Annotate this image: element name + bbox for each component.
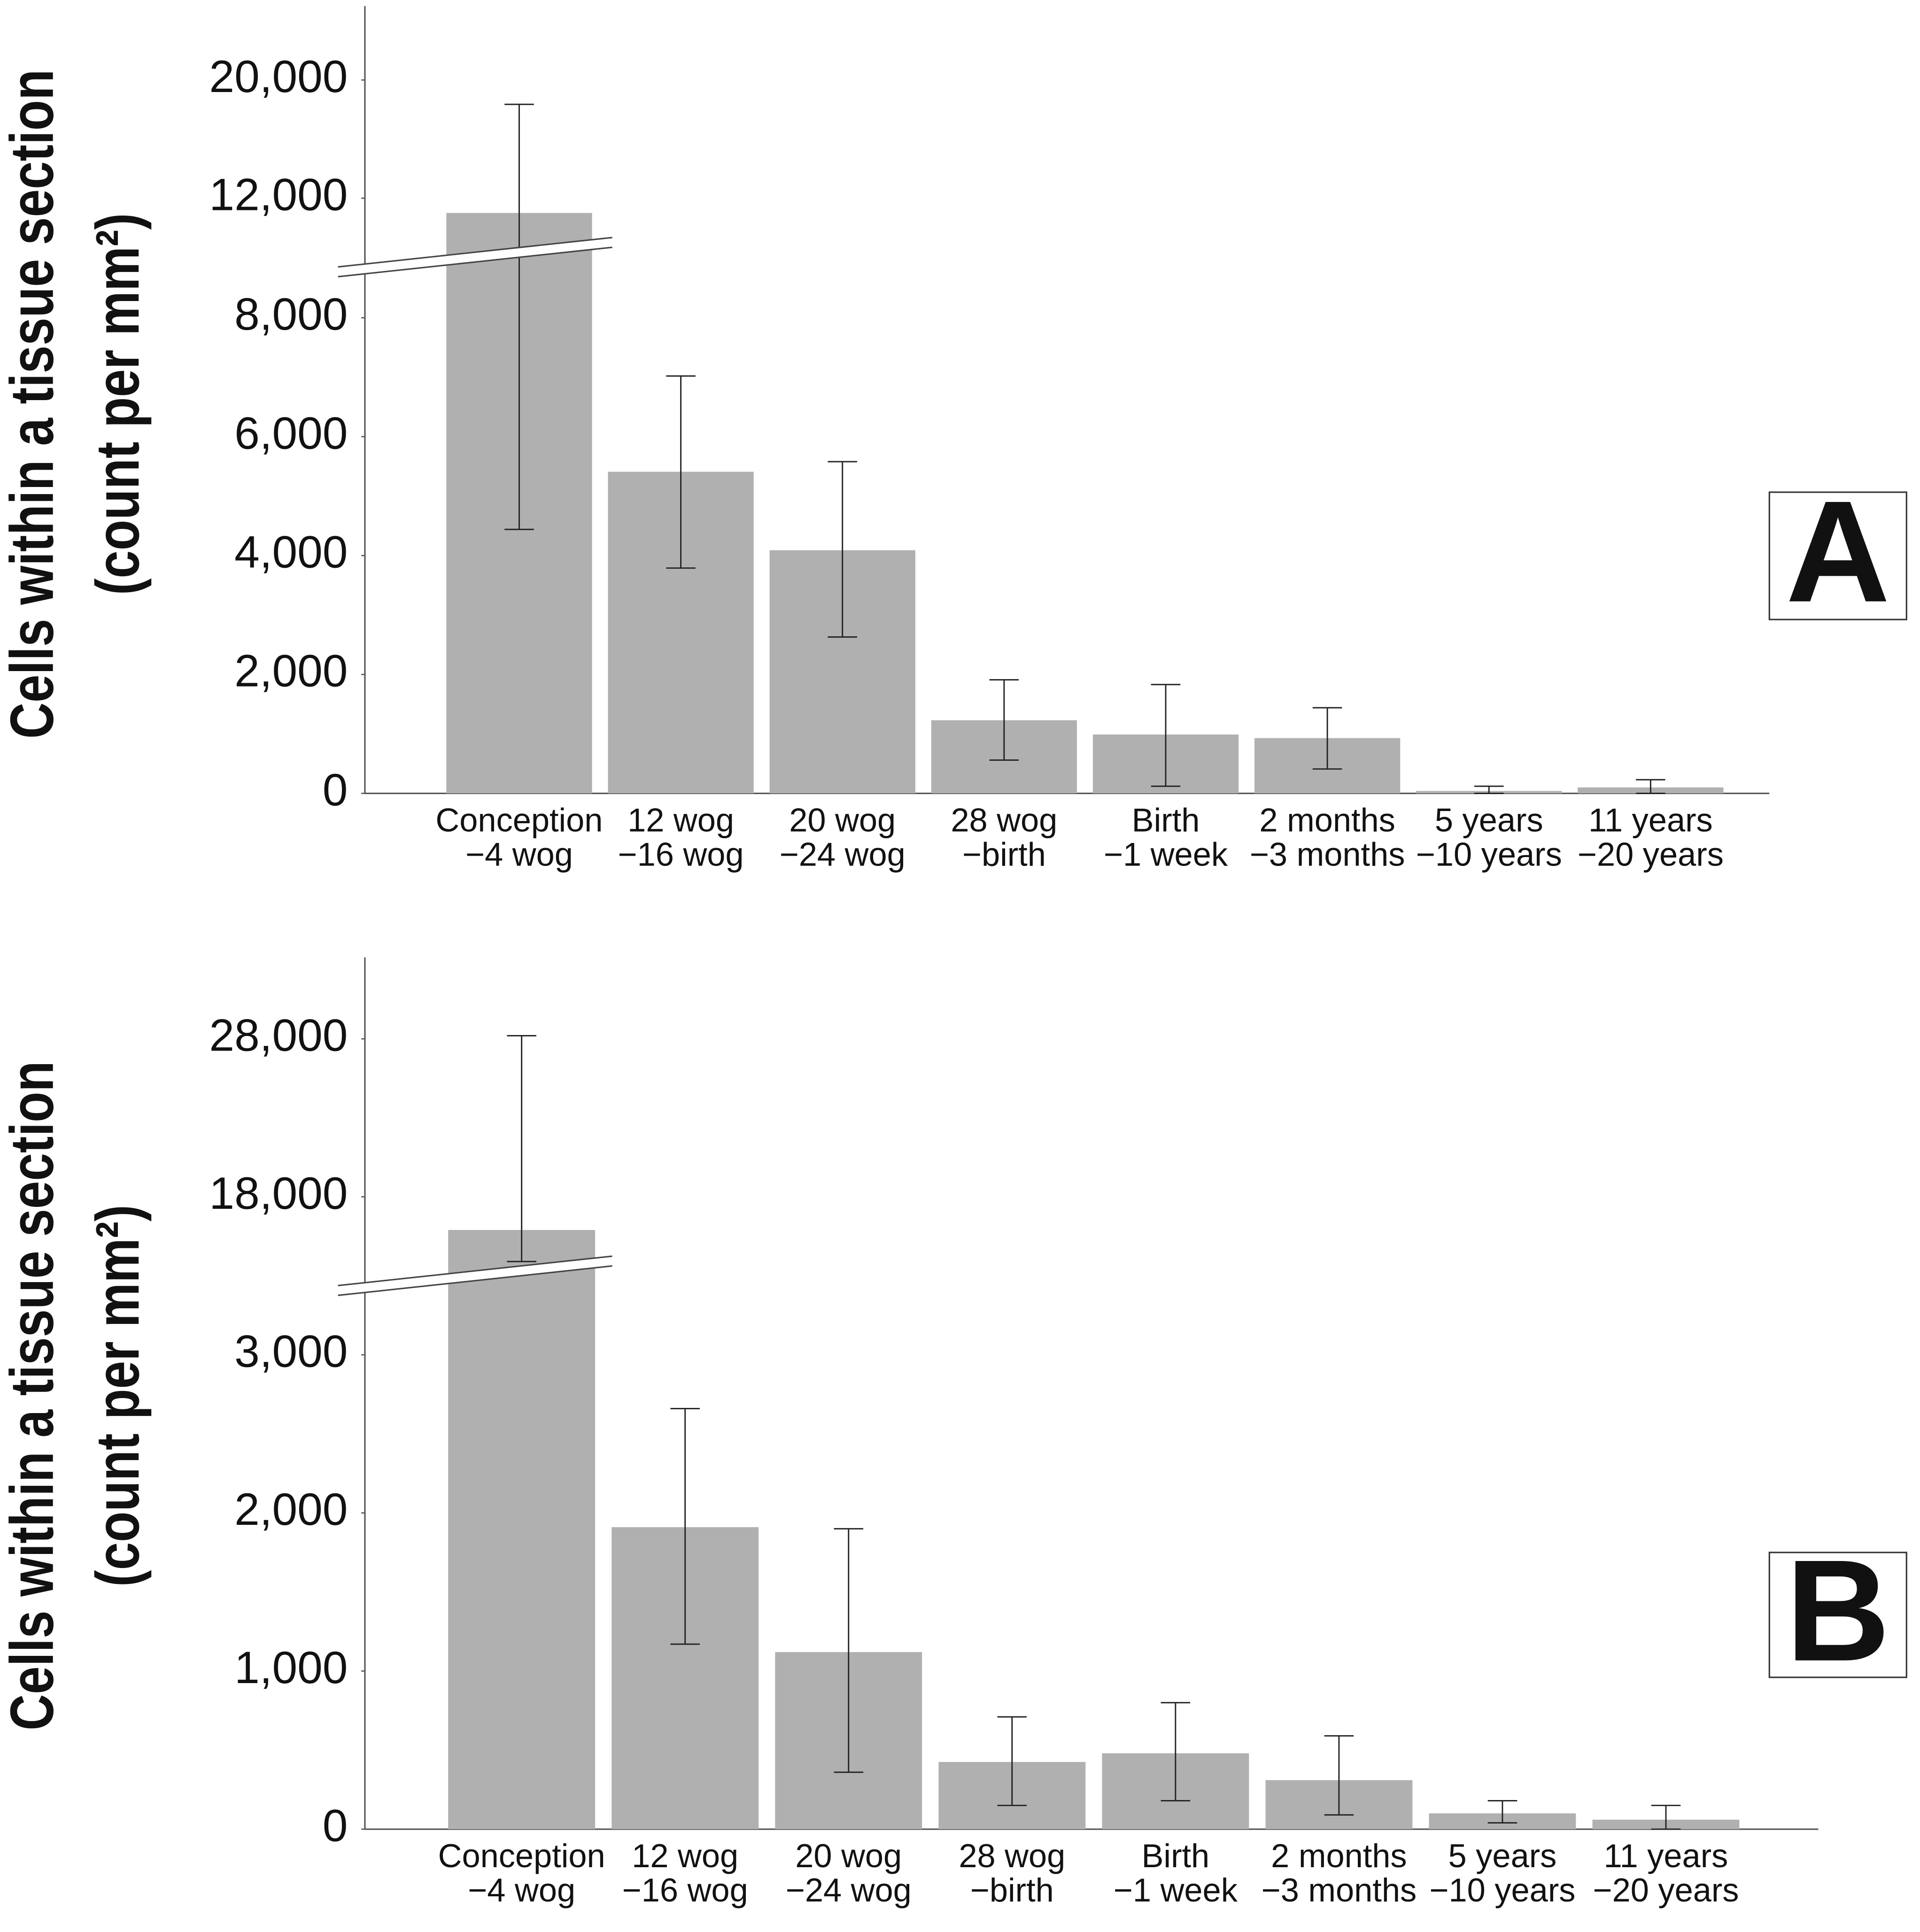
x-tick-label: Conception xyxy=(438,1837,605,1874)
x-tick-label: −4 wog xyxy=(468,1871,575,1909)
y-axis-title-line: Cells within a tissue section xyxy=(0,70,66,739)
x-tick-label: Birth xyxy=(1132,802,1200,839)
y-axis-title: Cells within a tissue section (count per … xyxy=(0,1061,152,1730)
y-tick-label: 3,000 xyxy=(234,1326,348,1376)
y-axis-title: Cells within a tissue section (count per … xyxy=(0,70,152,739)
y-tick-label: 28,000 xyxy=(209,1011,348,1061)
x-tick-label: −birth xyxy=(970,1871,1054,1909)
y-tick-label: 6,000 xyxy=(234,408,348,458)
x-tick-label: −24 wog xyxy=(780,836,906,873)
y-axis-title-line: (count per mm²) xyxy=(84,1205,152,1586)
x-tick-label: −birth xyxy=(962,836,1046,873)
y-tick-label: 2,000 xyxy=(234,646,348,696)
x-tick-label: Birth xyxy=(1141,1837,1209,1874)
panel-label-box xyxy=(1768,1552,1907,1678)
panel-label: A xyxy=(1786,471,1890,633)
y-tick-label: 8,000 xyxy=(234,289,348,340)
x-tick-label: 5 years xyxy=(1448,1837,1557,1874)
y-tick-label: 20,000 xyxy=(209,52,348,102)
axis-break-line xyxy=(338,247,612,278)
y-tick-label: 12,000 xyxy=(209,170,348,220)
y-tick-label: 2,000 xyxy=(234,1484,348,1535)
x-tick-label: 28 wog xyxy=(951,802,1057,839)
x-tick-label: 2 months xyxy=(1271,1837,1407,1874)
x-tick-label: 11 years xyxy=(1604,1837,1728,1874)
y-axis-title-line: (count per mm²) xyxy=(84,213,152,595)
x-tick-label: 20 wog xyxy=(789,802,896,839)
axis-break-line xyxy=(338,1265,612,1296)
y-axis-title-line: Cells within a tissue section xyxy=(0,1061,66,1730)
y-tick-label: 4,000 xyxy=(234,527,348,578)
x-tick-label: −1 week xyxy=(1104,836,1228,873)
x-tick-label: −4 wog xyxy=(465,836,573,873)
x-tick-label: 28 wog xyxy=(959,1837,1065,1874)
x-tick-label: −20 years xyxy=(1593,1871,1739,1909)
x-tick-label: 12 wog xyxy=(627,802,734,839)
y-tick-label: 0 xyxy=(323,1801,348,1851)
x-tick-label: −1 week xyxy=(1114,1871,1238,1909)
panel-label-box xyxy=(1768,491,1907,620)
panel-label: B xyxy=(1786,1530,1890,1692)
axis-break-line xyxy=(338,1255,612,1287)
bar xyxy=(448,1230,596,1830)
x-tick-label: 11 years xyxy=(1588,802,1713,839)
y-tick-label: 1,000 xyxy=(234,1643,348,1693)
x-tick-label: −3 months xyxy=(1250,836,1405,873)
x-tick-label: −16 wog xyxy=(618,836,744,873)
y-tick-label: 0 xyxy=(323,765,348,815)
x-tick-label: 2 months xyxy=(1259,802,1395,839)
x-tick-label: 12 wog xyxy=(632,1837,738,1874)
x-tick-label: −16 wog xyxy=(622,1871,748,1909)
x-tick-label: −20 years xyxy=(1578,836,1724,873)
axis-break-gap xyxy=(338,237,612,277)
axis-break-gap xyxy=(338,1256,612,1296)
x-tick-label: −10 years xyxy=(1416,836,1562,873)
axis-break-line xyxy=(338,237,612,268)
x-tick-label: −3 months xyxy=(1262,1871,1417,1909)
x-tick-label: −24 wog xyxy=(786,1871,912,1909)
x-tick-label: 5 years xyxy=(1435,802,1543,839)
x-tick-label: 20 wog xyxy=(795,1837,902,1874)
x-tick-label: −10 years xyxy=(1429,1871,1575,1909)
y-tick-label: 18,000 xyxy=(209,1168,348,1219)
x-tick-label: Conception xyxy=(435,802,603,839)
